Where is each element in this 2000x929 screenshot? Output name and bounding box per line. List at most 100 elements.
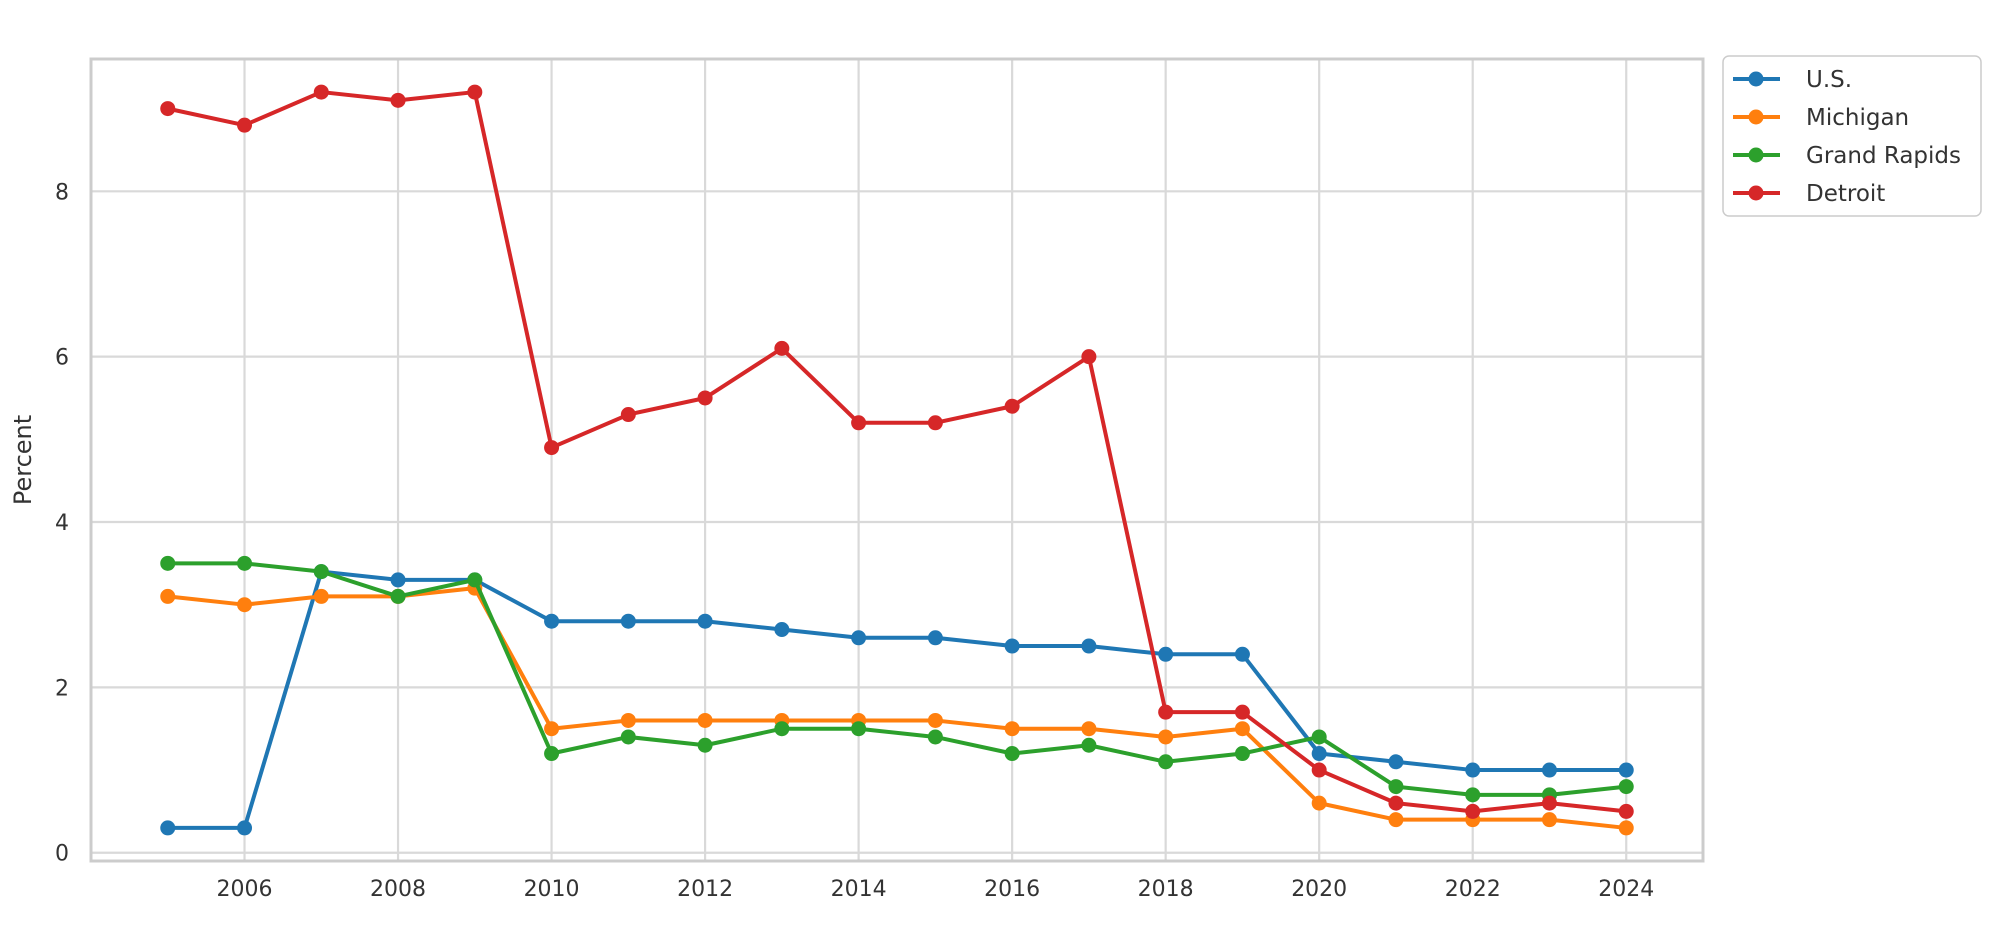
- legend-label: Michigan: [1806, 105, 1909, 131]
- legend-marker: [1748, 71, 1764, 87]
- data-point: [1465, 803, 1481, 819]
- legend-item: Michigan: [1733, 105, 1909, 131]
- data-point: [697, 390, 713, 406]
- legend-label: Grand Rapids: [1806, 143, 1961, 169]
- data-point: [1618, 762, 1634, 778]
- data-point: [697, 737, 713, 753]
- y-axis-ticks: 0 2 4 6 8: [55, 180, 69, 866]
- y-tick-label: 8: [55, 180, 69, 205]
- series-detroit: [160, 84, 1634, 819]
- data-point: [544, 440, 560, 456]
- y-tick-label: 4: [55, 511, 69, 536]
- data-point: [237, 820, 253, 836]
- x-tick-label: 2022: [1445, 877, 1501, 902]
- data-point: [1388, 779, 1404, 795]
- data-point: [851, 630, 867, 646]
- data-point: [390, 92, 406, 108]
- data-point: [1004, 721, 1020, 737]
- data-point: [1388, 795, 1404, 811]
- data-point: [620, 712, 636, 728]
- data-point: [1541, 795, 1557, 811]
- data-point: [544, 746, 560, 762]
- data-point: [1388, 754, 1404, 770]
- data-point: [1311, 746, 1327, 762]
- legend-box: [1722, 55, 1982, 217]
- data-point: [1618, 803, 1634, 819]
- data-point: [1081, 349, 1097, 365]
- x-tick-label: 2018: [1138, 877, 1194, 902]
- series-line: [165, 586, 1629, 830]
- legend: U.S. Michigan Grand Rapids Detroit: [1722, 55, 1982, 217]
- data-point: [1311, 795, 1327, 811]
- data-point: [313, 588, 329, 604]
- legend-item: U.S.: [1733, 67, 1852, 93]
- data-point: [1158, 754, 1174, 770]
- data-point: [1234, 746, 1250, 762]
- x-axis-ticks: 2006 2008 2010 2012 2014 2016 2018 2020 2022 2024: [217, 877, 1655, 902]
- series-line: [165, 569, 1629, 830]
- data-point: [1465, 762, 1481, 778]
- data-point: [927, 712, 943, 728]
- data-point: [313, 564, 329, 580]
- legend-label: Detroit: [1806, 181, 1885, 207]
- series-lines: [160, 84, 1634, 836]
- x-tick-label: 2006: [217, 877, 273, 902]
- data-point: [160, 555, 176, 571]
- grid: [91, 59, 1703, 861]
- data-point: [1004, 746, 1020, 762]
- legend-marker: [1748, 147, 1764, 163]
- legend-label: U.S.: [1806, 67, 1852, 93]
- data-point: [1465, 787, 1481, 803]
- legend-marker: [1748, 185, 1764, 201]
- x-tick-label: 2024: [1598, 877, 1654, 902]
- data-point: [1234, 704, 1250, 720]
- data-point: [160, 101, 176, 117]
- data-point: [927, 630, 943, 646]
- y-tick-label: 0: [55, 842, 69, 867]
- series-u-s: [160, 564, 1634, 836]
- data-point: [1004, 638, 1020, 654]
- series-line: [165, 90, 1629, 814]
- data-point: [927, 415, 943, 431]
- data-point: [1234, 646, 1250, 662]
- data-point: [390, 588, 406, 604]
- legend-item: Grand Rapids: [1733, 143, 1961, 169]
- data-point: [544, 613, 560, 629]
- data-point: [160, 820, 176, 836]
- data-point: [237, 597, 253, 613]
- data-point: [467, 84, 483, 100]
- y-tick-label: 2: [55, 676, 69, 701]
- data-point: [774, 621, 790, 637]
- x-tick-label: 2012: [677, 877, 733, 902]
- data-point: [1158, 704, 1174, 720]
- data-point: [1081, 737, 1097, 753]
- data-point: [1158, 646, 1174, 662]
- data-point: [1004, 398, 1020, 414]
- data-point: [237, 117, 253, 133]
- data-point: [697, 712, 713, 728]
- data-point: [237, 555, 253, 571]
- data-point: [390, 572, 406, 588]
- data-point: [927, 729, 943, 745]
- data-point: [1311, 729, 1327, 745]
- data-point: [467, 572, 483, 588]
- data-point: [1388, 812, 1404, 828]
- data-point: [774, 721, 790, 737]
- x-tick-label: 2014: [831, 877, 887, 902]
- data-point: [1081, 638, 1097, 654]
- data-point: [851, 721, 867, 737]
- x-tick-label: 2020: [1291, 877, 1347, 902]
- data-point: [1541, 762, 1557, 778]
- data-point: [774, 340, 790, 356]
- x-tick-label: 2008: [370, 877, 426, 902]
- data-point: [620, 407, 636, 423]
- y-axis-title: Percent: [9, 415, 37, 505]
- data-point: [160, 588, 176, 604]
- data-point: [1541, 812, 1557, 828]
- data-point: [1311, 762, 1327, 778]
- data-point: [697, 613, 713, 629]
- x-tick-label: 2010: [524, 877, 580, 902]
- data-point: [313, 84, 329, 100]
